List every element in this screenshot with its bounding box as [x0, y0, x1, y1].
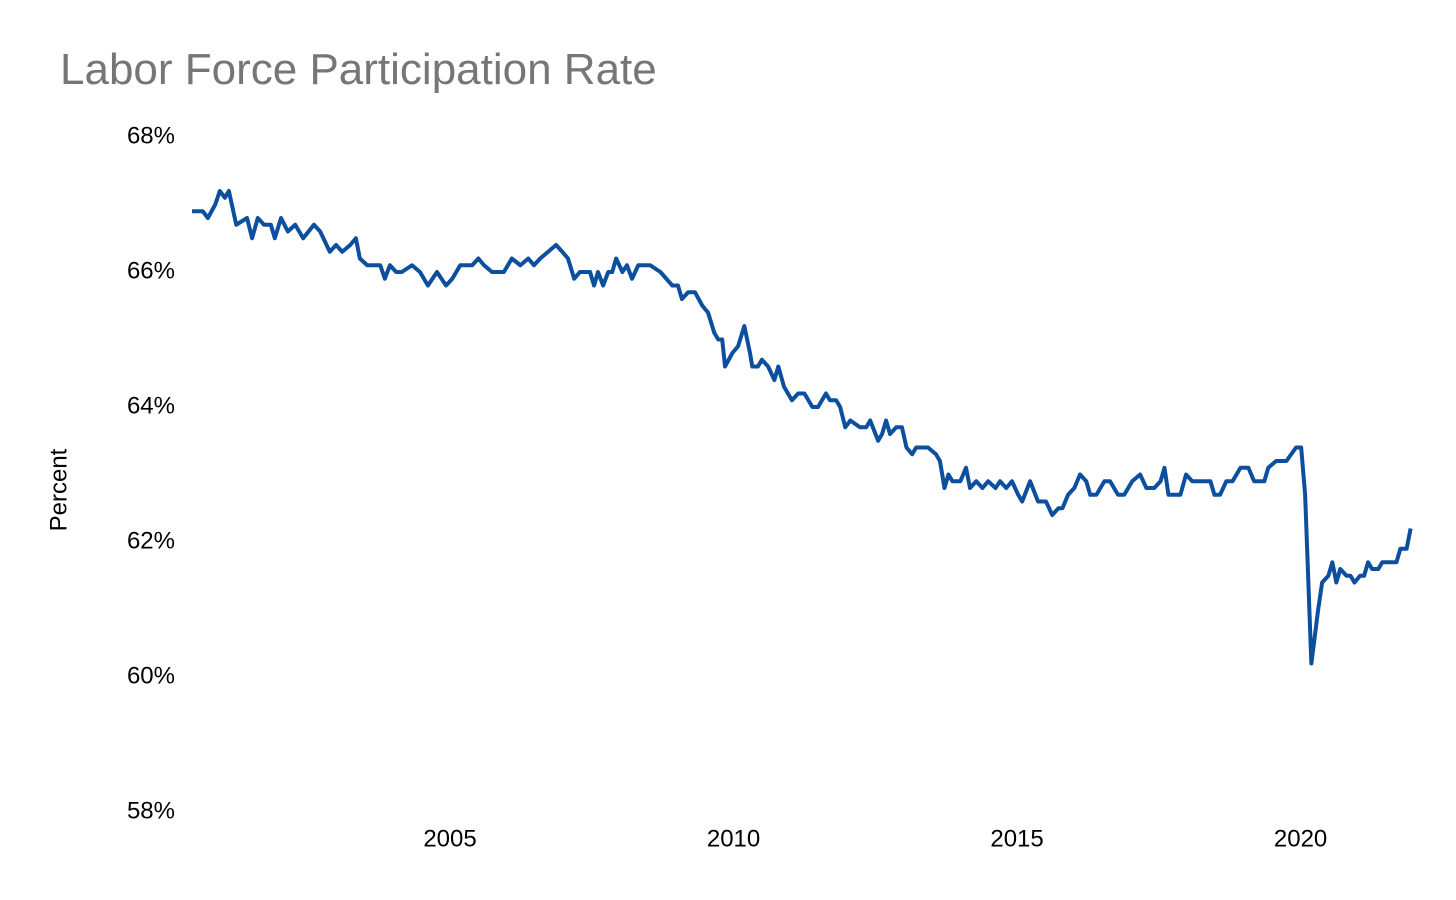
chart-title: Labor Force Participation Rate — [60, 45, 657, 94]
data-line — [192, 189, 1413, 666]
y-tick-label: 62% — [127, 527, 175, 554]
y-tick-label: 58% — [127, 797, 175, 824]
y-axis-label: Percent — [45, 448, 72, 531]
y-tick-label: 68% — [127, 122, 175, 149]
y-tick-label: 60% — [127, 662, 175, 689]
x-tick-label: 2010 — [707, 825, 760, 852]
x-tick-label: 2015 — [990, 825, 1043, 852]
y-tick-label: 66% — [127, 257, 175, 284]
x-tick-label: 2020 — [1274, 825, 1327, 852]
x-tick-label: 2005 — [423, 825, 476, 852]
y-tick-label: 64% — [127, 392, 175, 419]
